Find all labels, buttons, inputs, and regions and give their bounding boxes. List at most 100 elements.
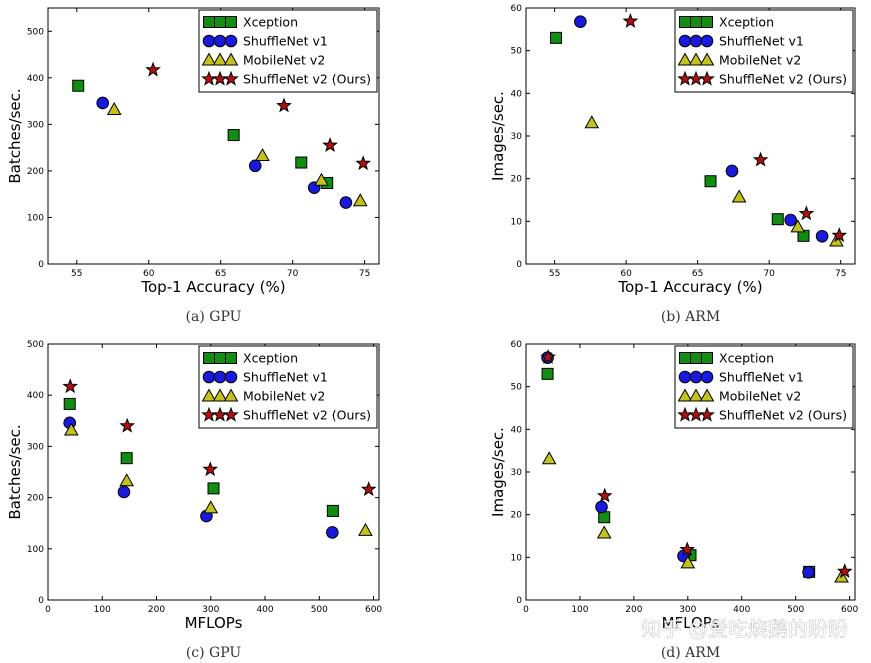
legend-marker-shufflenet-v1	[678, 370, 692, 384]
x-tick-label: 60	[620, 269, 632, 279]
legend-marker-xception	[701, 16, 713, 28]
data-point-shufflenet-v2-ours	[752, 151, 769, 167]
y-tick-label: 0	[38, 596, 44, 606]
y-tick-label: 100	[27, 213, 44, 223]
y-tick-label: 30	[511, 468, 523, 478]
y-axis-label: Batches/sec.	[6, 88, 24, 183]
y-axis-label: Images/sec.	[489, 91, 507, 181]
x-tick-label: 60	[143, 269, 155, 279]
legend-marker-xception	[214, 16, 226, 28]
legend-marker-shufflenet-v1	[202, 34, 216, 48]
x-axis-label: Top-1 Accuracy (%)	[617, 278, 762, 296]
x-tick-label: 55	[71, 269, 82, 279]
data-point-shufflenet-v1	[326, 526, 339, 539]
legend-marker-mobilenet-v2	[688, 52, 704, 66]
x-tick-label: 75	[359, 269, 370, 279]
data-point-shufflenet-v2-ours	[622, 13, 639, 28]
y-tick-label: 300	[27, 120, 44, 130]
legend-marker-mobilenet-v2	[223, 52, 239, 66]
y-tick-label: 200	[27, 167, 44, 177]
x-tick-label: 200	[625, 605, 642, 615]
chart-panel-1: 55 60 65 70 75 0 100 200 300 400 500 Top-1 Accuracy…	[6, 7, 380, 325]
panel-caption: (a) GPU	[186, 309, 242, 325]
x-tick-label: 65	[215, 269, 226, 279]
data-point-shufflenet-v2-ours	[202, 461, 219, 477]
y-tick-label: 500	[27, 27, 44, 37]
legend-marker-xception	[203, 16, 215, 28]
panel-caption: (b) ARM	[661, 309, 720, 325]
legend-label-mobilenet-v2: MobileNet v2	[243, 389, 325, 404]
series-shufflenet-v2-ours	[540, 349, 853, 579]
data-point-mobilenet-v2	[584, 115, 600, 129]
x-tick-label: 75	[835, 269, 846, 279]
series-shufflenet-v2-ours	[622, 13, 848, 243]
legend-marker-xception	[679, 16, 691, 28]
legend-marker-xception	[214, 352, 226, 364]
data-point-mobilenet-v2	[790, 219, 806, 233]
legend-marker-xception	[203, 352, 215, 364]
data-point-shufflenet-v1	[574, 15, 587, 28]
x-tick-label: 300	[679, 605, 696, 615]
data-point-shufflenet-v2-ours	[831, 227, 848, 243]
panel-caption: (c) GPU	[186, 645, 242, 661]
legend-marker-shufflenet-v1	[202, 370, 216, 384]
data-point-shufflenet-v2-ours	[596, 487, 613, 503]
data-point-shufflenet-v1	[815, 229, 829, 243]
legend-marker-xception	[701, 352, 713, 364]
legend-label-shufflenet-v2-ours: ShuffleNet v2 (Ours)	[719, 72, 847, 87]
legend: Xception ShuffleNet v1 MobileNet v2 Shuffle…	[198, 9, 378, 93]
data-point-shufflenet-v2-ours	[798, 205, 815, 221]
legend-label-shufflenet-v2-ours: ShuffleNet v2 (Ours)	[243, 72, 371, 87]
data-point-xception	[295, 156, 308, 169]
y-tick-label: 50	[511, 383, 523, 393]
legend: Xception ShuffleNet v1 MobileNet v2 Shuffle…	[674, 345, 854, 429]
legend-marker-shufflenet-v1	[689, 34, 703, 48]
legend-marker-xception	[225, 352, 237, 364]
series-mobilenet-v2	[541, 451, 849, 583]
data-point-shufflenet-v2-ours	[62, 378, 79, 394]
x-tick-label: 70	[287, 269, 299, 279]
legend-marker-xception	[679, 352, 691, 364]
x-tick-label: 500	[787, 605, 804, 615]
y-tick-label: 50	[511, 47, 523, 57]
legend-label-shufflenet-v1: ShuffleNet v1	[243, 34, 328, 49]
x-tick-label: 600	[365, 605, 382, 615]
legend: Xception ShuffleNet v1 MobileNet v2 Shuffle…	[674, 9, 854, 93]
y-tick-label: 200	[27, 494, 44, 504]
data-point-shufflenet-v2-ours	[360, 481, 377, 497]
x-axis-label: MFLOPs	[185, 614, 243, 632]
legend-label-mobilenet-v2: MobileNet v2	[719, 53, 801, 68]
y-tick-label: 60	[511, 4, 523, 14]
legend-marker-mobilenet-v2	[677, 388, 693, 402]
legend-marker-shufflenet-v2-ours	[223, 70, 239, 86]
legend: Xception ShuffleNet v1 MobileNet v2 Shuffle…	[198, 345, 378, 429]
y-tick-label: 0	[516, 260, 522, 270]
series-mobilenet-v2	[106, 101, 368, 207]
x-axis-label: MFLOPs	[662, 614, 720, 632]
x-tick-label: 400	[256, 605, 273, 615]
series-shufflenet-v2-ours	[62, 378, 377, 497]
data-point-shufflenet-v1	[339, 196, 353, 209]
x-tick-label: 0	[523, 605, 529, 615]
legend-marker-xception	[690, 352, 702, 364]
data-point-shufflenet-v2-ours	[679, 541, 696, 557]
y-axis-label: Images/sec.	[489, 427, 507, 517]
series-mobilenet-v2	[63, 422, 373, 536]
series-shufflenet-v1	[96, 96, 353, 209]
series-xception	[72, 79, 334, 190]
legend-marker-shufflenet-v1	[689, 370, 703, 384]
data-point-xception	[227, 129, 240, 142]
data-point-shufflenet-v1	[96, 96, 109, 110]
data-point-shufflenet-v2-ours	[119, 417, 136, 433]
y-tick-label: 20	[511, 175, 523, 185]
legend-marker-shufflenet-v1	[213, 34, 227, 48]
data-point-xception	[63, 397, 76, 410]
legend-marker-xception	[225, 16, 237, 28]
data-point-mobilenet-v2	[358, 522, 373, 536]
watermark-text: 知乎 @爱吃烧鹅的盼盼	[642, 617, 848, 641]
data-point-mobilenet-v2	[314, 172, 329, 186]
x-axis-label: Top-1 Accuracy (%)	[140, 278, 285, 296]
y-tick-label: 400	[27, 391, 44, 401]
x-tick-label: 600	[841, 605, 858, 615]
